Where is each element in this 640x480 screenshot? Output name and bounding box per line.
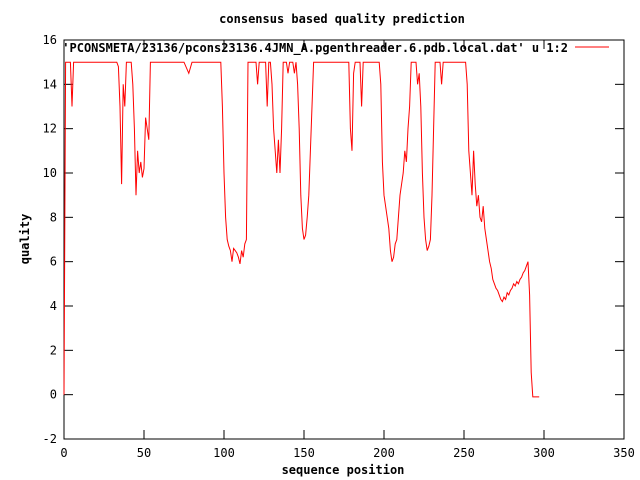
quality-series-line — [63, 61, 540, 398]
x-tick-label: 250 — [453, 446, 475, 460]
y-tick-label: 14 — [43, 77, 57, 91]
plot-frame — [63, 39, 625, 440]
x-tick-label: 0 — [60, 446, 67, 460]
x-tick-label: 150 — [293, 446, 315, 460]
y-tick-label: 4 — [50, 299, 57, 313]
legend-label: 'PCONSMETA/23136/pcons23136.4JMN_A.pgent… — [62, 41, 568, 56]
x-axis-label: sequence position — [282, 463, 405, 477]
y-tick-label: 8 — [50, 210, 57, 224]
y-axis: -2 0 2 4 6 8 10 12 14 16 — [43, 33, 624, 446]
legend: 'PCONSMETA/23136/pcons23136.4JMN_A.pgent… — [62, 41, 609, 56]
x-axis: 0 50 100 150 200 250 300 350 — [60, 40, 635, 460]
y-axis-label: quality — [18, 214, 32, 265]
y-tick-label: 6 — [50, 255, 57, 269]
x-tick-label: 200 — [373, 446, 395, 460]
y-tick-label: 0 — [50, 388, 57, 402]
x-tick-label: 100 — [213, 446, 235, 460]
y-tick-label: -2 — [43, 432, 57, 446]
y-tick-label: 10 — [43, 166, 57, 180]
y-tick-label: 2 — [50, 343, 57, 357]
y-tick-label: 12 — [43, 122, 57, 136]
y-tick-label: 16 — [43, 33, 57, 47]
chart-title: consensus based quality prediction — [219, 12, 465, 26]
x-tick-label: 50 — [137, 446, 151, 460]
x-tick-label: 300 — [533, 446, 555, 460]
x-tick-label: 350 — [613, 446, 635, 460]
